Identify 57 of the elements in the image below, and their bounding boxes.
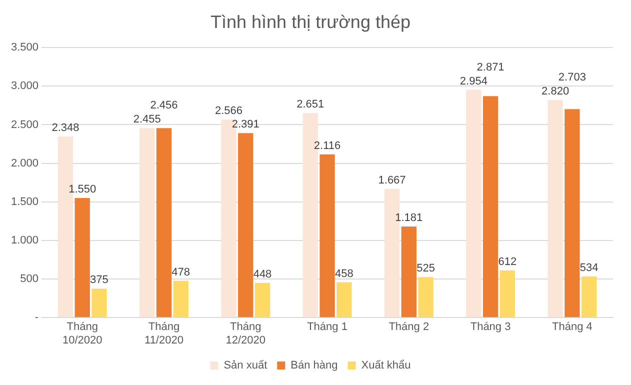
y-tick-label: 3.500 [10, 42, 39, 54]
data-label: 2.566 [214, 105, 243, 118]
legend-label: Xuất khẩu [361, 360, 411, 372]
data-label: 2.651 [296, 98, 324, 111]
bar [74, 198, 90, 318]
bar [238, 133, 254, 318]
chart-title: Tình hình thị trường thép [210, 12, 410, 32]
data-label: 2.703 [558, 72, 586, 84]
data-label: 2.455 [133, 114, 161, 126]
bar [401, 226, 416, 318]
y-tick-label: 1.500 [10, 196, 39, 208]
data-label: 612 [498, 256, 517, 268]
bar [156, 128, 172, 318]
data-label: 1.550 [68, 184, 96, 196]
x-tick-label: Tháng 2 [388, 321, 430, 334]
x-tick-label: Tháng 4 [552, 321, 592, 334]
legend-label: Sản xuất [224, 360, 268, 372]
x-tick-label: Tháng 11/2020 [144, 321, 184, 346]
data-label: 1.667 [378, 174, 406, 187]
data-label: 2.391 [232, 118, 260, 131]
y-tick-label: - [34, 312, 39, 324]
x-tick-label: Tháng 10/2020 [62, 321, 102, 346]
bar [254, 283, 270, 318]
bar [548, 100, 563, 318]
bar [466, 90, 482, 318]
legend-label: Bán hàng [290, 360, 338, 372]
y-tick-label: 2.500 [10, 118, 39, 131]
data-label: 448 [253, 268, 272, 281]
bar [92, 288, 107, 318]
bar [320, 154, 335, 318]
bar [482, 96, 498, 318]
data-label: 1.181 [395, 212, 423, 224]
data-label: 2.871 [476, 61, 504, 74]
data-label: 458 [334, 268, 354, 280]
data-label: 2.116 [314, 140, 341, 152]
x-tick-label: Tháng 12/2020 [226, 321, 266, 346]
bar [564, 109, 580, 318]
y-tick-label: 500 [20, 273, 39, 286]
x-tick-label: Tháng 3 [470, 321, 511, 334]
bar [140, 128, 155, 318]
data-label: 2.348 [52, 122, 80, 134]
y-tick-label: 1.000 [10, 234, 39, 246]
data-label: 2.456 [150, 100, 178, 112]
bar [500, 270, 516, 318]
bar [173, 280, 188, 318]
data-label: 2.954 [460, 75, 488, 88]
data-label: 534 [580, 262, 598, 274]
bar [336, 282, 352, 318]
y-tick-label: 2.000 [10, 157, 39, 170]
data-label: 525 [416, 262, 435, 275]
y-tick-label: 3.000 [10, 80, 39, 92]
bar [418, 277, 434, 318]
data-label: 478 [172, 266, 190, 278]
data-label: 2.820 [542, 86, 570, 98]
x-tick-label: Tháng 1 [307, 321, 348, 334]
data-label: 375 [90, 274, 108, 286]
bar [581, 276, 597, 318]
